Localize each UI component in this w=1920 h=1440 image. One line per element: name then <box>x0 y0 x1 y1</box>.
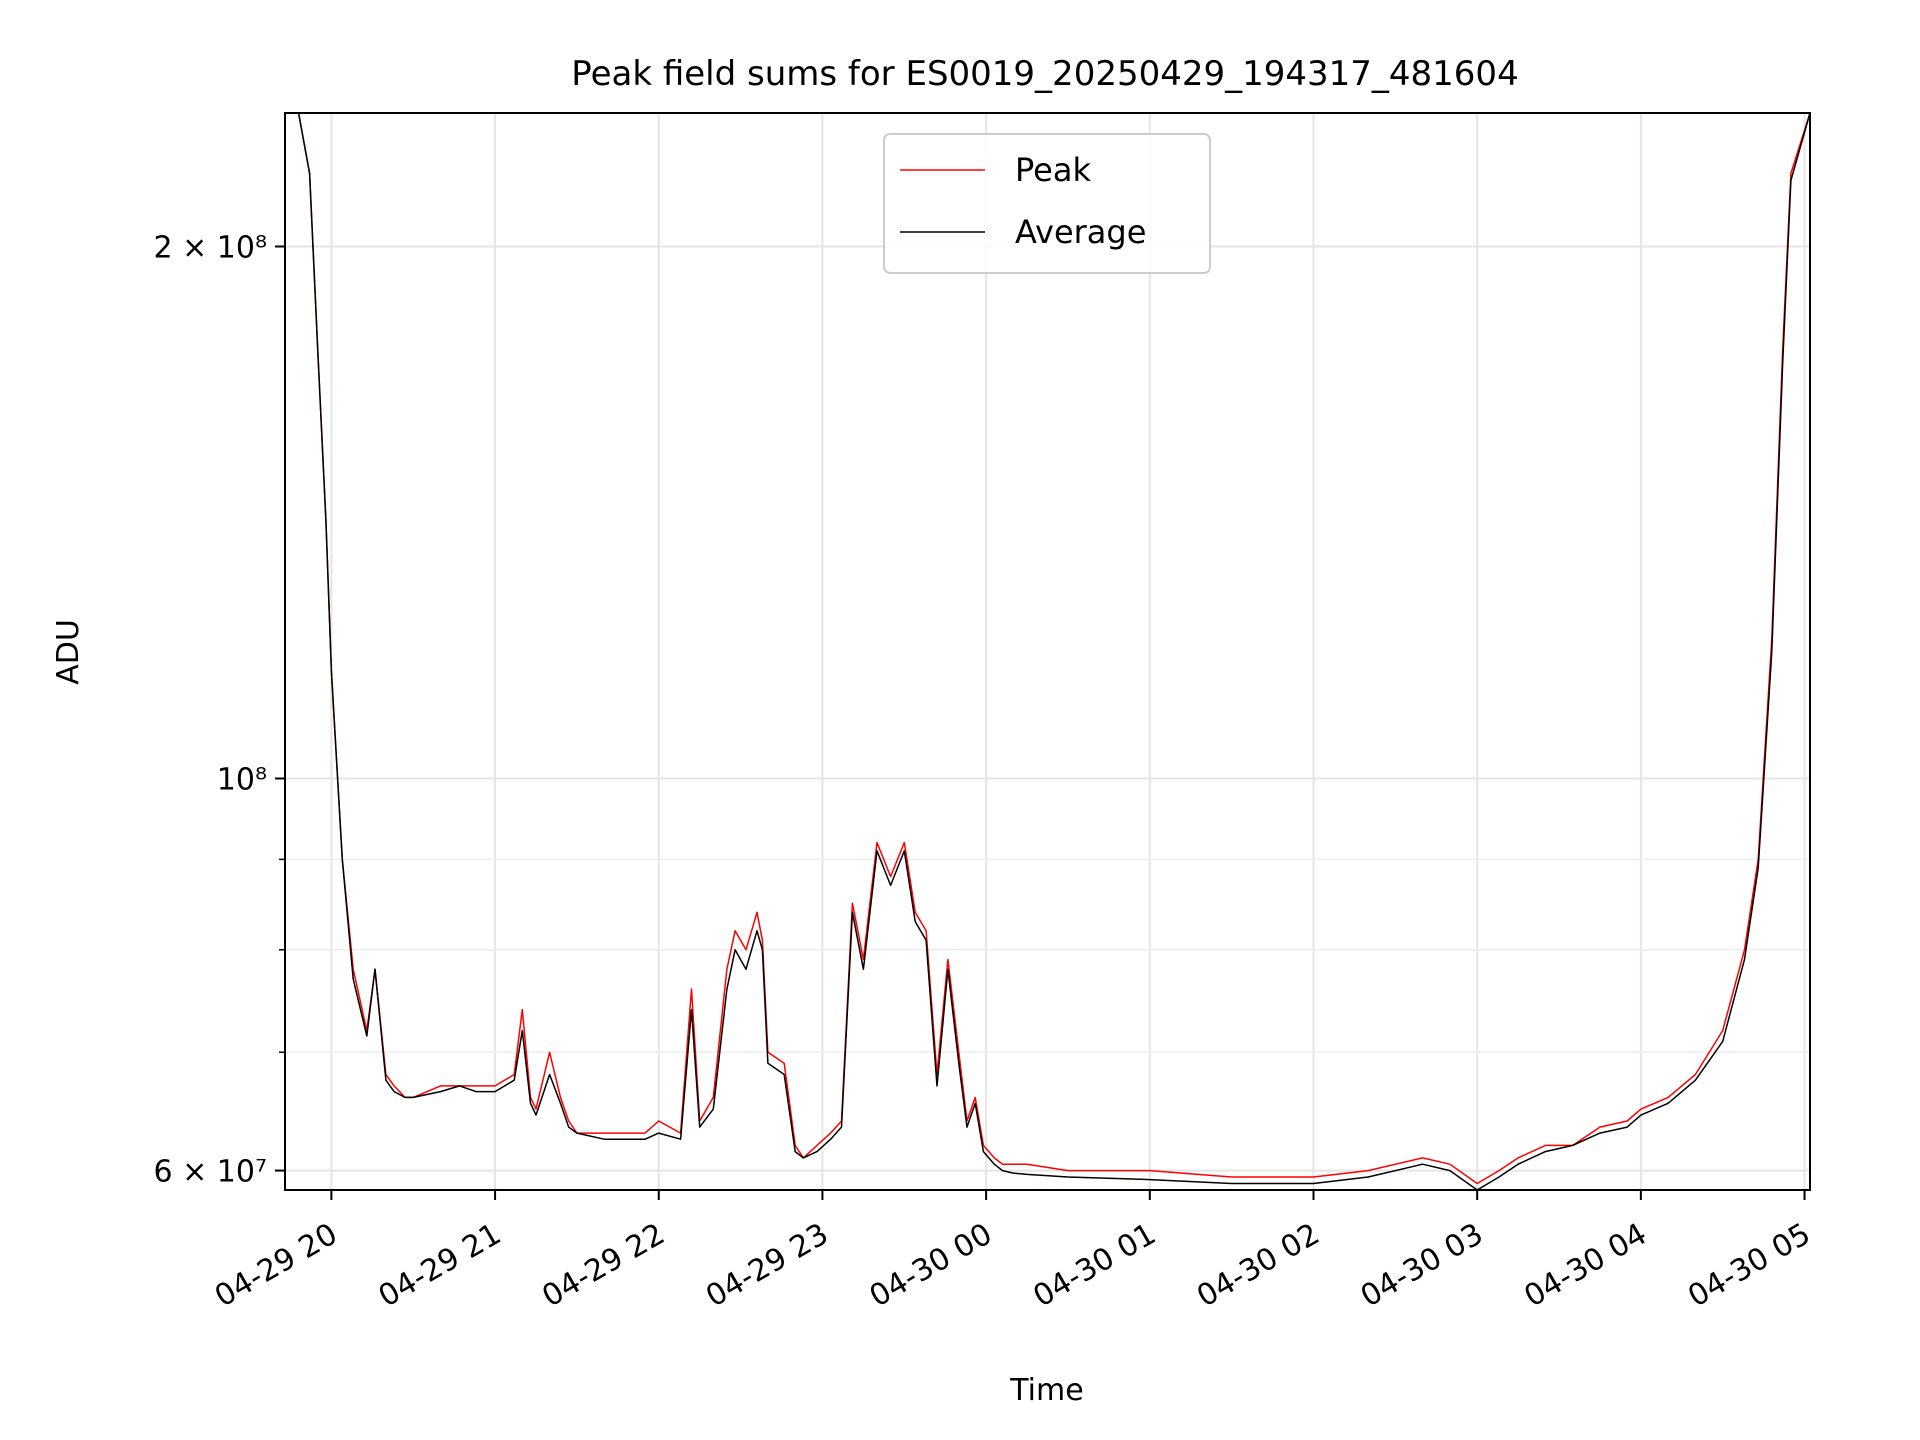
y-tick-label: 6 × 10⁷ <box>154 1155 268 1190</box>
x-axis-label: Time <box>1009 1373 1083 1408</box>
legend: Peak Average <box>883 133 1211 274</box>
y-axis-label: ADU <box>51 619 86 685</box>
series-line-peak <box>285 113 1810 1185</box>
y-axis: 6 × 10⁷ 10⁸ 2 × 10⁸ <box>154 231 285 1190</box>
plot-frame <box>284 112 1811 1191</box>
legend-label-average: Average <box>1015 213 1146 251</box>
y-tick-label: 10⁸ <box>217 763 267 798</box>
grid <box>285 113 1810 1190</box>
legend-frame <box>883 133 1211 274</box>
legend-label-peak: Peak <box>1015 151 1091 189</box>
series-line-average <box>285 113 1810 1190</box>
chart-title: Peak field sums for ES0019_20250429_1943… <box>571 54 1518 94</box>
y-tick-label: 2 × 10⁸ <box>154 231 268 266</box>
series-layer <box>285 113 1810 1190</box>
